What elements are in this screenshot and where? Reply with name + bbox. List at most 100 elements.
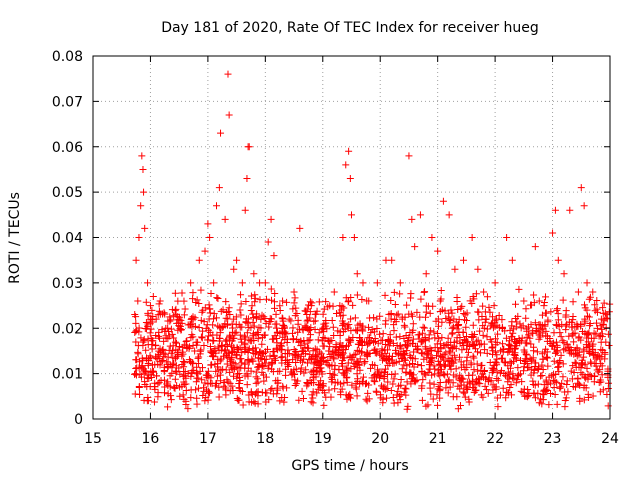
data-point — [371, 378, 379, 386]
data-point — [486, 359, 494, 367]
data-point — [317, 357, 325, 365]
data-point — [278, 353, 286, 361]
data-point — [597, 346, 605, 354]
data-point — [483, 293, 491, 301]
data-point — [593, 324, 601, 332]
data-point — [568, 323, 576, 331]
data-point — [552, 321, 560, 329]
data-point — [560, 339, 568, 347]
data-point — [258, 349, 266, 357]
data-point — [321, 389, 329, 397]
data-point — [319, 382, 327, 390]
data-point — [583, 344, 591, 352]
data-point — [174, 326, 182, 334]
data-point — [559, 373, 567, 381]
data-point — [580, 384, 588, 392]
data-point — [258, 355, 266, 363]
data-point — [296, 224, 304, 232]
data-point — [237, 291, 245, 299]
data-point — [295, 338, 303, 346]
data-point — [168, 364, 176, 372]
data-point — [556, 384, 564, 392]
data-point — [416, 331, 424, 339]
data-point — [583, 364, 591, 372]
data-point — [411, 378, 419, 386]
data-point — [488, 338, 496, 346]
data-point — [270, 252, 278, 260]
data-point — [522, 305, 530, 313]
data-point — [137, 202, 145, 210]
data-point — [528, 301, 536, 309]
data-point — [598, 362, 606, 370]
data-point — [502, 388, 510, 396]
data-point — [531, 319, 539, 327]
data-point — [164, 324, 172, 332]
data-point — [229, 365, 237, 373]
data-point — [456, 334, 464, 342]
data-point — [223, 321, 231, 329]
data-point — [589, 350, 597, 358]
data-point — [273, 390, 281, 398]
data-point — [218, 342, 226, 350]
data-point — [577, 184, 585, 192]
data-point — [420, 288, 428, 296]
data-point — [421, 333, 429, 341]
data-point — [326, 370, 334, 378]
data-point — [586, 293, 594, 301]
data-point — [575, 333, 583, 341]
data-point — [504, 373, 512, 381]
data-point — [484, 389, 492, 397]
data-point — [314, 336, 322, 344]
data-point — [494, 376, 502, 384]
data-point — [512, 300, 520, 308]
data-point — [262, 319, 270, 327]
data-point — [569, 298, 577, 306]
data-point — [561, 388, 569, 396]
data-point — [231, 360, 239, 368]
data-point — [580, 347, 588, 355]
data-point — [340, 354, 348, 362]
data-point — [206, 342, 214, 350]
data-point — [162, 332, 170, 340]
data-point — [187, 358, 195, 366]
data-point — [462, 384, 470, 392]
data-point — [482, 315, 490, 323]
data-point — [244, 364, 252, 372]
data-point — [438, 334, 446, 342]
data-point — [210, 310, 218, 318]
data-point — [593, 305, 601, 313]
data-point — [493, 374, 501, 382]
data-point — [407, 310, 415, 318]
data-point — [249, 318, 257, 326]
data-point — [563, 340, 571, 348]
data-point — [522, 350, 530, 358]
data-point — [518, 378, 526, 386]
data-point — [141, 224, 149, 232]
data-point — [422, 371, 430, 379]
data-point — [417, 349, 425, 357]
data-point — [311, 317, 319, 325]
data-point — [490, 302, 498, 310]
data-point — [338, 385, 346, 393]
data-point — [364, 323, 372, 331]
data-point — [303, 310, 311, 318]
data-point — [391, 346, 399, 354]
data-point — [181, 305, 189, 313]
data-point — [370, 372, 378, 380]
data-point — [290, 299, 298, 307]
data-point — [179, 372, 187, 380]
data-point — [554, 316, 562, 324]
data-point — [358, 377, 366, 385]
data-point — [272, 344, 280, 352]
data-point — [531, 243, 539, 251]
data-point — [150, 398, 158, 406]
data-point — [193, 394, 201, 402]
data-point — [340, 320, 348, 328]
data-point — [255, 360, 263, 368]
data-point — [262, 348, 270, 356]
data-point — [405, 152, 413, 160]
data-point — [404, 336, 412, 344]
data-point — [353, 291, 361, 299]
data-point — [300, 369, 308, 377]
data-point — [291, 294, 299, 302]
